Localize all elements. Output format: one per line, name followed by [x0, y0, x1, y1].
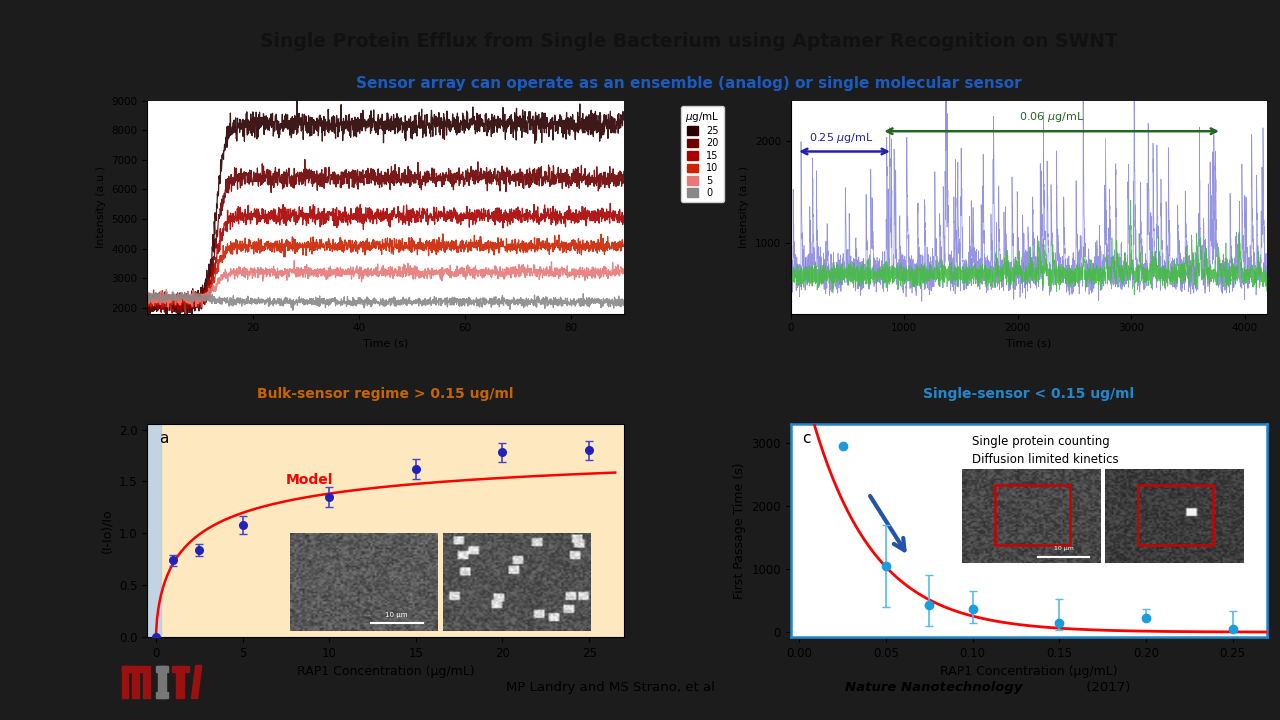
Y-axis label: (I-Io)/Io: (I-Io)/Io	[100, 508, 114, 553]
Bar	[156, 666, 168, 672]
Text: 0.25 $\mu$g/mL: 0.25 $\mu$g/mL	[809, 131, 874, 145]
Bar	[177, 666, 184, 698]
Y-axis label: Intensity (a.u.): Intensity (a.u.)	[96, 166, 106, 248]
Bar	[133, 666, 140, 698]
Text: Sensor array can operate as an ensemble (analog) or single molecular sensor: Sensor array can operate as an ensemble …	[356, 76, 1021, 91]
Text: Single Protein Efflux from Single Bacterium using Aptamer Recognition on SWNT: Single Protein Efflux from Single Bacter…	[260, 32, 1117, 51]
Bar	[122, 666, 128, 698]
Text: Model: Model	[285, 472, 333, 487]
Bar	[132, 666, 145, 672]
Legend: 25, 20, 15, 10, 5, 0: 25, 20, 15, 10, 5, 0	[681, 106, 723, 202]
X-axis label: Time (s): Time (s)	[1006, 339, 1052, 349]
Text: MP Landry and MS Strano, et al: MP Landry and MS Strano, et al	[506, 681, 719, 694]
Bar	[122, 666, 133, 672]
Text: Bulk-sensor regime > 0.15 ug/ml: Bulk-sensor regime > 0.15 ug/ml	[257, 387, 513, 401]
Y-axis label: First Passage Time (s): First Passage Time (s)	[732, 462, 746, 599]
Text: Single protein counting
Diffusion limited kinetics: Single protein counting Diffusion limite…	[972, 435, 1119, 466]
Bar	[157, 666, 166, 698]
Y-axis label: Intensity (a.u.): Intensity (a.u.)	[740, 166, 749, 248]
Bar	[143, 666, 150, 698]
Text: Single-sensor < 0.15 ug/ml: Single-sensor < 0.15 ug/ml	[923, 387, 1134, 401]
Polygon shape	[192, 665, 202, 698]
Text: (2017): (2017)	[1082, 681, 1130, 694]
X-axis label: RAP1 Concentration (μg/mL): RAP1 Concentration (μg/mL)	[297, 665, 475, 678]
X-axis label: Time (s): Time (s)	[362, 339, 408, 349]
X-axis label: RAP1 Concentration (μg/mL): RAP1 Concentration (μg/mL)	[940, 665, 1117, 678]
Text: Nature Nanotechnology: Nature Nanotechnology	[845, 681, 1023, 694]
Bar	[172, 666, 188, 672]
Text: c: c	[803, 431, 812, 446]
Bar	[156, 693, 168, 698]
Bar	[147, 419, 161, 637]
Text: 0.06 $\mu$g/mL: 0.06 $\mu$g/mL	[1019, 110, 1084, 124]
Text: a: a	[159, 431, 169, 446]
